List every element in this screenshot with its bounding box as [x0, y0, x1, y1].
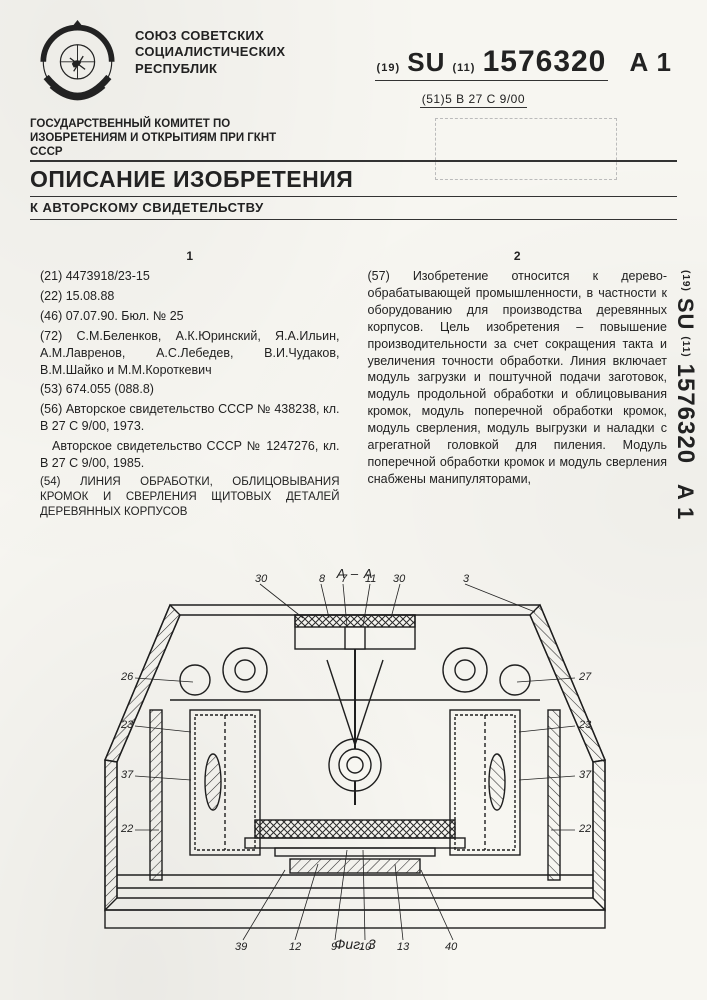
line-56a: (56) Авторское свидетельство СССР № 4382… [40, 401, 340, 435]
title-main: ОПИСАНИЕ ИЗОБРЕТЕНИЯ [30, 160, 677, 197]
right-column: 2 (57) Изобретение относится к дерево-об… [368, 248, 668, 523]
ref-13: 13 [397, 941, 410, 950]
ref-8: 8 [319, 573, 326, 585]
side-num: 1576320 [672, 364, 699, 464]
committee-text: ГОСУДАРСТВЕННЫЙ КОМИТЕТ ПО ИЗОБРЕТЕНИЯМ … [30, 118, 280, 159]
prefix-11: (11) [452, 62, 475, 74]
abstract-text: (57) Изобретение относится к дерево-обра… [368, 268, 668, 487]
figure-drawing: 30 8 7 11 30 3 26 23 37 22 27 23 37 22 3… [95, 570, 615, 950]
ref-30a: 30 [255, 573, 268, 585]
line-46: (46) 07.07.90. Бюл. № 25 [40, 308, 340, 325]
ipc-value: В 27 С 9/00 [456, 92, 525, 106]
figure-container: А – А [95, 570, 615, 950]
ref-30b: 30 [393, 573, 406, 585]
line-22: (22) 15.08.88 [40, 288, 340, 305]
side-su: SU [673, 298, 698, 331]
line-21: (21) 4473918/23-15 [40, 268, 340, 285]
side-a1: A 1 [673, 484, 698, 520]
country-code: SU [407, 47, 445, 77]
bibliography-columns: 1 (21) 4473918/23-15 (22) 15.08.88 (46) … [40, 248, 667, 523]
ipc-code: (51)5 В 27 С 9/00 [420, 92, 527, 108]
prefix-19: (19) [377, 62, 401, 74]
kind-code: A 1 [630, 47, 673, 77]
ref-40: 40 [445, 941, 458, 950]
ref-23l: 23 [120, 719, 134, 731]
ref-37l: 37 [121, 769, 134, 781]
ref-37r: 37 [579, 769, 592, 781]
title-sub: К АВТОРСКОМУ СВИДЕТЕЛЬСТВУ [30, 197, 677, 220]
ref-23r: 23 [578, 719, 592, 731]
col-number-left: 1 [40, 248, 340, 264]
doc-number-value: 1576320 [483, 45, 607, 78]
ref-39: 39 [235, 941, 247, 950]
ref-3: 3 [463, 573, 470, 585]
line-72: (72) С.М.Беленков, А.К.Юринский, Я.А.Иль… [40, 328, 340, 379]
ref-26: 26 [120, 671, 134, 683]
line-54: (54) ЛИНИЯ ОБРАБОТКИ, ОБЛИЦОВЫВАНИЯ КРОМ… [40, 475, 340, 520]
ref-22l: 22 [120, 823, 133, 835]
line-53: (53) 674.055 (088.8) [40, 381, 340, 398]
document-number: (19) SU (11) 1576320 A 1 [375, 45, 672, 81]
line-56b: Авторское свидетельство СССР № 1247276, … [40, 438, 340, 472]
ussr-emblem [30, 20, 125, 115]
section-label: А – А [337, 566, 374, 581]
side-11: (11) [680, 336, 691, 357]
side-19: (19) [680, 270, 691, 292]
col-number-right: 2 [368, 248, 668, 264]
figure-label: Фиг. 3 [334, 936, 375, 952]
side-document-number: (19) SU (11) 1576320 A 1 [671, 270, 699, 521]
ref-12: 12 [289, 941, 301, 950]
issuer-text: СОЮЗ СОВЕТСКИХ СОЦИАЛИСТИЧЕСКИХ РЕСПУБЛИ… [135, 28, 355, 77]
ref-27: 27 [578, 671, 592, 683]
ipc-prefix: (51)5 [422, 92, 453, 106]
title-block: ОПИСАНИЕ ИЗОБРЕТЕНИЯ К АВТОРСКОМУ СВИДЕТ… [30, 160, 677, 220]
left-column: 1 (21) 4473918/23-15 (22) 15.08.88 (46) … [40, 248, 340, 523]
ref-22r: 22 [578, 823, 591, 835]
